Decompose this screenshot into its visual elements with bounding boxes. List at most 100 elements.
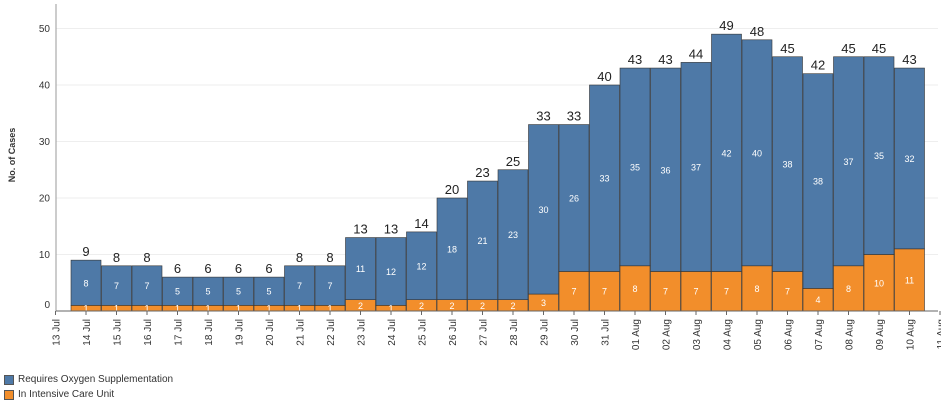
bar-segment-oxygen	[680, 62, 712, 272]
bar-segment-oxygen	[131, 265, 163, 306]
data-label-icu: 1	[114, 304, 119, 314]
total-label: 6	[235, 261, 242, 276]
total-label: 45	[841, 41, 855, 56]
data-label-icu: 8	[632, 284, 637, 294]
data-label-oxygen: 38	[782, 160, 792, 170]
x-tick-label: 26 Jul	[448, 319, 459, 346]
x-tick-label: 05 Aug	[753, 319, 764, 350]
bar-segment-icu	[833, 265, 864, 312]
x-tick-label: 10 Aug	[906, 319, 917, 350]
data-label-oxygen: 11	[356, 264, 365, 274]
axes: 0 10 20 30 40 50 13 Jul 14 Jul 15 Jul 16 Jul 17 Ju…	[39, 4, 941, 350]
data-label-icu: 1	[205, 304, 210, 314]
data-label-oxygen: 18	[447, 244, 457, 254]
total-label: 43	[902, 52, 916, 67]
data-label-icu: 2	[510, 301, 515, 311]
data-label-oxygen: 8	[83, 278, 88, 288]
y-tick-label-40: 40	[39, 81, 51, 92]
bars	[70, 33, 925, 312]
total-label: 25	[506, 154, 520, 169]
x-tick-label: 29 Jul	[540, 319, 551, 346]
x-tick-label: 22 Jul	[326, 319, 337, 346]
data-label-oxygen: 36	[660, 165, 670, 175]
bar-segment-oxygen	[497, 169, 529, 300]
bar-segment-oxygen	[619, 67, 651, 267]
data-label-oxygen: 7	[114, 281, 119, 291]
x-tick-label: 31 Jul	[601, 319, 612, 346]
y-tick-label-20: 20	[39, 194, 51, 205]
bar-segment-oxygen	[589, 84, 620, 272]
bar-segment-oxygen	[162, 276, 193, 306]
total-label: 6	[204, 261, 211, 276]
x-tick-label: 04 Aug	[723, 319, 734, 350]
data-label-oxygen: 38	[813, 177, 823, 187]
total-label: 33	[536, 109, 550, 124]
data-label-oxygen: 33	[599, 174, 609, 184]
x-tick-label: 11 Aug	[936, 319, 941, 349]
total-label: 33	[567, 109, 581, 124]
data-label-icu: 2	[449, 301, 454, 311]
legend-item-icu[interactable]: In Intensive Care Unit	[4, 387, 173, 402]
total-label: 43	[658, 52, 672, 67]
total-label: 48	[750, 24, 764, 39]
bar-segment-oxygen	[70, 259, 102, 306]
bar-segment-oxygen	[406, 231, 437, 300]
x-tick-label: 03 Aug	[692, 319, 703, 350]
x-tick-label: 13 Jul	[52, 319, 63, 346]
data-label-icu: 7	[693, 287, 698, 297]
data-label-oxygen: 23	[508, 230, 518, 240]
data-label-icu: 8	[846, 284, 851, 294]
bar-segment-oxygen	[375, 237, 407, 306]
total-label: 42	[811, 58, 825, 73]
data-label-oxygen: 37	[843, 157, 853, 167]
y-tick-label-10: 10	[39, 250, 51, 261]
x-tick-label: 23 Jul	[357, 319, 368, 346]
total-label: 23	[475, 165, 489, 180]
total-label: 20	[445, 182, 459, 197]
data-label-icu: 11	[905, 275, 914, 285]
total-label: 45	[872, 41, 886, 56]
bar-segment-oxygen	[558, 124, 590, 272]
data-label-icu: 1	[388, 304, 393, 314]
total-label: 8	[113, 250, 120, 265]
data-label-icu: 4	[815, 295, 820, 305]
y-tick-label-50: 50	[39, 24, 51, 35]
x-tick-label: 25 Jul	[418, 319, 429, 346]
data-label-oxygen: 37	[691, 162, 701, 172]
data-label-oxygen: 7	[327, 281, 332, 291]
bar-segment-icu	[894, 248, 925, 312]
data-label-oxygen: 35	[630, 162, 640, 172]
bar-segment-oxygen	[650, 67, 681, 272]
data-label-oxygen: 7	[297, 281, 302, 291]
total-label: 13	[384, 222, 398, 237]
data-label-icu: 1	[266, 304, 271, 314]
data-label-icu: 1	[144, 304, 149, 314]
data-label-icu: 2	[419, 301, 424, 311]
x-tick-label: 18 Jul	[204, 319, 215, 346]
data-label-oxygen: 5	[205, 287, 210, 297]
bar-segment-icu	[772, 271, 803, 312]
data-label-oxygen: 12	[416, 261, 426, 271]
x-tick-label: 08 Aug	[845, 319, 856, 350]
total-label: 40	[597, 69, 611, 84]
data-label-oxygen: 12	[386, 267, 396, 277]
data-label-icu: 1	[175, 304, 180, 314]
data-label-icu: 10	[874, 278, 884, 288]
x-tick-label: 27 Jul	[479, 319, 490, 346]
bar-segment-oxygen	[894, 67, 925, 250]
x-tick-label: 24 Jul	[387, 319, 398, 346]
bar-segment-oxygen	[284, 265, 315, 306]
legend-item-oxygen[interactable]: Requires Oxygen Supplementation	[4, 372, 173, 387]
bar-segment-oxygen	[223, 276, 254, 306]
data-label-icu: 7	[602, 287, 607, 297]
total-label: 8	[296, 250, 303, 265]
data-label-oxygen: 5	[175, 287, 180, 297]
data-label-icu: 3	[541, 298, 546, 308]
legend-label-icu: In Intensive Care Unit	[18, 389, 115, 400]
data-label-icu: 7	[663, 287, 668, 297]
x-tick-label: 02 Aug	[662, 319, 673, 350]
y-tick-label-0: 0	[44, 300, 50, 311]
data-label-icu: 1	[83, 304, 88, 314]
x-tick-label: 09 Aug	[875, 319, 886, 350]
data-label-oxygen: 42	[721, 148, 731, 158]
